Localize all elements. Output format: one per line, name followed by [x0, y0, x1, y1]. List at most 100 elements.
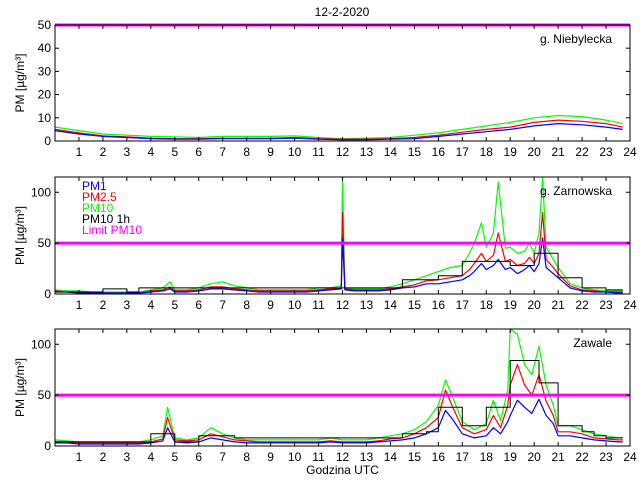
x-tick-label: 10 — [288, 450, 302, 464]
x-tick-label: 15 — [408, 450, 422, 464]
y-tick-label: 50 — [38, 236, 52, 250]
x-tick-label: 17 — [456, 298, 470, 312]
x-tick-label: 4 — [147, 298, 154, 312]
x-tick-label: 15 — [408, 298, 422, 312]
x-tick-label: 6 — [195, 298, 202, 312]
y-tick-label: 0 — [44, 439, 51, 453]
station-label: Zawale — [573, 336, 612, 350]
y-axis-label: PM [µg/m³] — [13, 358, 27, 417]
x-tick-label: 22 — [575, 298, 589, 312]
legend-entry: PM10 — [82, 201, 114, 215]
series-pm1-line — [55, 398, 623, 445]
x-tick-label: 7 — [219, 298, 226, 312]
x-tick-label: 11 — [312, 298, 325, 312]
x-tick-label: 14 — [384, 450, 398, 464]
x-tick-label: 3 — [124, 450, 131, 464]
x-tick-label: 23 — [599, 298, 613, 312]
x-tick-label: 9 — [267, 145, 274, 159]
x-tick-label: 18 — [480, 450, 494, 464]
y-axis-label: PM [µg/m³] — [13, 54, 27, 113]
x-tick-label: 19 — [504, 450, 518, 464]
x-tick-label: 7 — [219, 450, 226, 464]
x-tick-label: 6 — [195, 450, 202, 464]
x-tick-label: 8 — [243, 145, 250, 159]
x-tick-label: 13 — [360, 298, 374, 312]
x-tick-label: 5 — [171, 298, 178, 312]
x-tick-label: 10 — [288, 145, 302, 159]
x-tick-label: 12 — [336, 145, 350, 159]
x-tick-label: 9 — [267, 450, 274, 464]
x-tick-label: 11 — [312, 145, 325, 159]
x-tick-label: 4 — [147, 450, 154, 464]
x-tick-label: 2 — [100, 298, 107, 312]
station-label: g. Niebylecka — [540, 32, 612, 46]
legend-entry: PM1 — [82, 179, 107, 193]
x-tick-label: 20 — [527, 145, 541, 159]
station-label: g. Zarnowska — [540, 184, 612, 198]
x-tick-label: 24 — [623, 145, 637, 159]
plot-area — [55, 25, 630, 141]
x-tick-label: 1 — [76, 298, 83, 312]
legend-entry: PM10 1h — [82, 212, 130, 226]
plot-area — [55, 329, 630, 446]
x-tick-label: 22 — [575, 450, 589, 464]
x-tick-label: 5 — [171, 450, 178, 464]
x-tick-label: 15 — [408, 145, 422, 159]
legend-entry: Limit PM10 — [82, 223, 142, 237]
x-tick-label: 21 — [551, 298, 565, 312]
x-tick-label: 12 — [336, 298, 350, 312]
x-tick-label: 17 — [456, 145, 470, 159]
x-tick-label: 10 — [288, 298, 302, 312]
x-tick-label: 1 — [76, 450, 83, 464]
x-tick-label: 18 — [480, 145, 494, 159]
x-tick-label: 19 — [504, 298, 518, 312]
x-tick-label: 22 — [575, 145, 589, 159]
x-tick-label: 8 — [243, 450, 250, 464]
x-tick-label: 20 — [527, 450, 541, 464]
panel-niebylecka: 1 2 3 4 5 6 7 8 9 10 11 12 13 14 15 16 17 18 19 20 21 22 23 240… — [13, 18, 637, 159]
y-tick-label: 100 — [31, 185, 51, 199]
y-tick-label: 10 — [38, 111, 52, 125]
x-tick-label: 21 — [551, 450, 565, 464]
x-tick-label: 23 — [599, 450, 613, 464]
x-tick-label: 19 — [504, 145, 518, 159]
x-tick-label: 3 — [124, 298, 131, 312]
y-tick-label: 30 — [38, 64, 52, 78]
x-tick-label: 13 — [360, 145, 374, 159]
panel-zarnowska: 1 2 3 4 5 6 7 8 9 10 11 12 13 14 15 16 17 18 19 20 21 22 23 240… — [13, 176, 637, 312]
x-tick-label: 5 — [171, 145, 178, 159]
y-tick-label: 100 — [31, 337, 51, 351]
x-tick-label: 24 — [623, 298, 637, 312]
legend-entry: PM2.5 — [82, 190, 117, 204]
y-tick-label: 40 — [38, 41, 52, 55]
x-tick-label: 2 — [100, 145, 107, 159]
figure-title: 12-2-2020 — [315, 5, 370, 19]
x-tick-label: 16 — [432, 145, 446, 159]
x-tick-label: 18 — [480, 298, 494, 312]
x-tick-label: 14 — [384, 145, 398, 159]
x-tick-label: 4 — [147, 145, 154, 159]
y-tick-label: 20 — [38, 88, 52, 102]
series-pm10-line — [54, 328, 623, 443]
series-pm10-1h-line — [55, 252, 623, 293]
y-tick-label: 0 — [44, 134, 51, 148]
x-tick-label: 14 — [384, 298, 398, 312]
x-tick-label: 16 — [432, 450, 446, 464]
x-tick-label: 23 — [599, 145, 613, 159]
series-pm2-5-line — [55, 364, 623, 444]
x-tick-label: 12 — [336, 450, 350, 464]
x-tick-label: 7 — [219, 145, 226, 159]
x-tick-label: 21 — [551, 145, 565, 159]
x-tick-label: 24 — [623, 450, 637, 464]
x-tick-label: 17 — [456, 450, 470, 464]
y-tick-label: 50 — [38, 388, 52, 402]
series-pm10-1h-line — [55, 360, 623, 443]
x-tick-label: 11 — [312, 450, 325, 464]
x-axis-label: Godzina UTC — [306, 463, 379, 477]
y-tick-label: 0 — [44, 287, 51, 301]
series-pm10-line — [54, 176, 623, 293]
x-tick-label: 8 — [243, 298, 250, 312]
x-tick-label: 3 — [124, 145, 131, 159]
x-tick-label: 9 — [267, 298, 274, 312]
